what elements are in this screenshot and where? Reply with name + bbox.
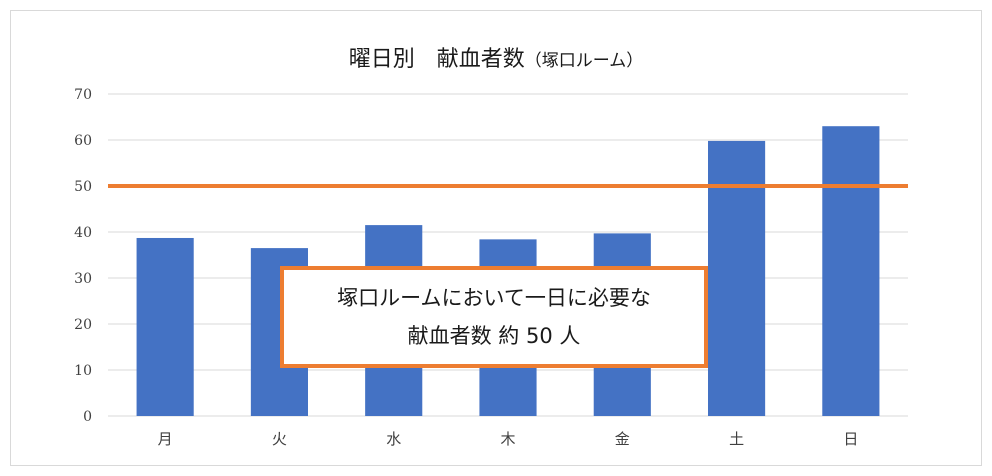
annotation-line-1: 塚口ルームにおいて一日に必要な (337, 286, 651, 310)
x-axis-ticks: 月火水木金土日 (158, 430, 859, 448)
y-axis-ticks: 0 10 20 30 40 50 60 70 (74, 87, 92, 425)
x-tick-label: 月 (158, 430, 173, 448)
annotation-line-2: 献血者数 約 50 人 (407, 324, 581, 348)
x-tick-label: 金 (615, 430, 630, 448)
y-tick-label: 40 (74, 225, 92, 241)
annotation-box: 塚口ルームにおいて一日に必要な 献血者数 約 50 人 (280, 266, 708, 368)
bar-1 (136, 237, 194, 416)
y-tick-label: 20 (74, 317, 92, 333)
x-tick-label: 土 (729, 430, 744, 448)
y-tick-label: 30 (74, 271, 92, 287)
x-tick-label: 木 (500, 430, 515, 448)
svg-text:曜日別 献血者数（塚口ルーム）: 曜日別 献血者数（塚口ルーム） (349, 47, 644, 72)
y-tick-label: 10 (74, 363, 92, 379)
x-tick-label: 水 (386, 430, 401, 448)
bar-7 (822, 126, 880, 416)
chart-title-suffix: （塚口ルーム） (525, 51, 644, 71)
bar-6 (708, 140, 766, 417)
x-tick-label: 火 (272, 430, 287, 448)
x-tick-label: 日 (843, 430, 858, 448)
y-tick-label: 50 (74, 179, 92, 195)
y-tick-label: 70 (74, 87, 92, 103)
y-tick-label: 60 (74, 133, 92, 149)
chart-title: 曜日別 献血者数（塚口ルーム） (349, 47, 644, 72)
chart-title-main: 曜日別 献血者数 (349, 47, 525, 72)
y-tick-label: 0 (83, 409, 92, 425)
